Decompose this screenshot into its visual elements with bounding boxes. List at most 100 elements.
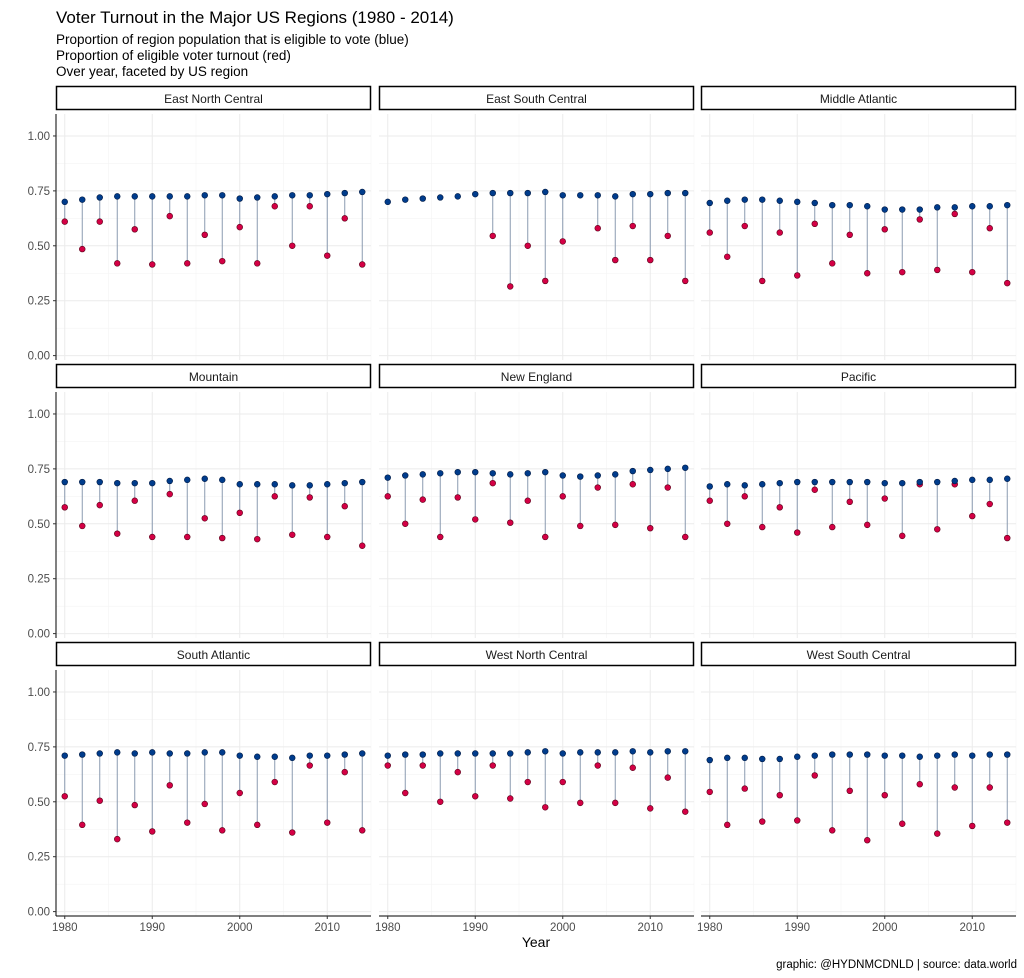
eligible-point	[864, 751, 871, 758]
eligible-point	[271, 193, 278, 200]
eligible-point	[359, 188, 366, 196]
eligible-point	[254, 753, 261, 760]
turnout-point	[594, 762, 601, 769]
turnout-point	[1004, 819, 1011, 826]
chart-subtitle-line-1: Proportion of region population that is …	[56, 32, 409, 47]
eligible-point	[706, 199, 713, 207]
turnout-point	[864, 837, 871, 844]
turnout-point	[594, 225, 601, 232]
eligible-point	[507, 471, 514, 478]
eligible-point	[131, 750, 138, 757]
turnout-point	[776, 504, 783, 511]
turnout-point	[384, 493, 391, 500]
eligible-point	[916, 753, 923, 760]
turnout-point	[271, 778, 278, 786]
facet-strip	[378, 641, 695, 667]
y-tick-label: 0.75	[28, 464, 50, 476]
eligible-point	[166, 477, 173, 485]
turnout-point	[402, 789, 409, 797]
eligible-point	[524, 189, 531, 197]
eligible-point	[1004, 751, 1011, 758]
eligible-point	[219, 749, 226, 756]
eligible-point	[594, 749, 601, 756]
turnout-point	[682, 533, 689, 541]
eligible-point	[594, 472, 601, 479]
turnout-point	[96, 501, 103, 509]
turnout-point	[682, 808, 689, 815]
turnout-point	[969, 822, 976, 830]
turnout-point	[507, 519, 514, 526]
facet-strip	[55, 363, 372, 389]
turnout-point	[341, 503, 348, 510]
x-tick-label: 1990	[139, 922, 165, 934]
eligible-point	[759, 196, 766, 203]
eligible-point	[184, 476, 191, 484]
eligible-point	[96, 194, 103, 201]
turnout-point	[437, 798, 444, 805]
eligible-point	[986, 751, 993, 758]
turnout-point	[166, 490, 173, 498]
eligible-point	[79, 751, 86, 758]
turnout-point	[846, 787, 853, 795]
turnout-point	[934, 266, 941, 274]
eligible-point	[899, 479, 906, 487]
eligible-point	[472, 750, 479, 757]
facet-strip-label: East North Central	[164, 92, 263, 106]
turnout-point	[524, 242, 531, 249]
turnout-point	[341, 768, 348, 776]
eligible-point	[559, 472, 566, 479]
facet-panel: West South Central 1980 1990 2000 2010	[697, 641, 1017, 934]
eligible-point	[899, 206, 906, 213]
eligible-point	[219, 192, 226, 199]
eligible-point	[776, 197, 783, 204]
eligible-point	[114, 479, 121, 487]
eligible-point	[794, 478, 801, 486]
eligible-point	[629, 190, 636, 198]
turnout-point	[724, 520, 731, 527]
eligible-point	[384, 752, 391, 759]
turnout-point	[289, 829, 296, 836]
turnout-point	[184, 260, 191, 267]
eligible-point	[437, 470, 444, 477]
turnout-point	[664, 232, 671, 240]
turnout-point	[846, 498, 853, 506]
turnout-point	[829, 260, 836, 267]
turnout-point	[629, 481, 636, 488]
eligible-point	[507, 189, 514, 197]
turnout-point	[776, 791, 783, 799]
eligible-point	[437, 750, 444, 757]
turnout-point	[114, 530, 121, 537]
chart-subtitle-line-2: Proportion of eligible voter turnout (re…	[56, 48, 291, 63]
facet-strip-label: Middle Atlantic	[820, 92, 897, 106]
eligible-point	[489, 189, 496, 197]
turnout-point	[969, 512, 976, 520]
eligible-point	[341, 479, 348, 487]
eligible-point	[289, 192, 296, 199]
eligible-point	[682, 464, 689, 471]
turnout-point	[811, 486, 818, 493]
turnout-point	[359, 827, 366, 834]
eligible-point	[741, 754, 748, 762]
turnout-point	[289, 242, 296, 249]
turnout-point	[149, 533, 156, 541]
eligible-point	[916, 478, 923, 486]
turnout-point	[794, 817, 801, 824]
y-tick-label: 1.00	[28, 409, 50, 421]
eligible-point	[629, 748, 636, 755]
facet-strip-label: Pacific	[841, 370, 876, 384]
eligible-point	[724, 754, 731, 762]
turnout-point	[706, 497, 713, 504]
eligible-point	[271, 481, 278, 488]
eligible-point	[149, 749, 156, 756]
chart-subtitle-line-3: Over year, faceted by US region	[56, 64, 248, 79]
turnout-point	[612, 256, 619, 264]
eligible-point	[289, 482, 296, 489]
eligible-point	[114, 749, 121, 756]
turnout-point	[916, 781, 923, 788]
turnout-point	[359, 542, 366, 549]
eligible-point	[149, 479, 156, 487]
turnout-point	[706, 229, 713, 236]
eligible-point	[79, 478, 86, 486]
turnout-point	[759, 277, 766, 285]
eligible-point	[542, 468, 549, 476]
